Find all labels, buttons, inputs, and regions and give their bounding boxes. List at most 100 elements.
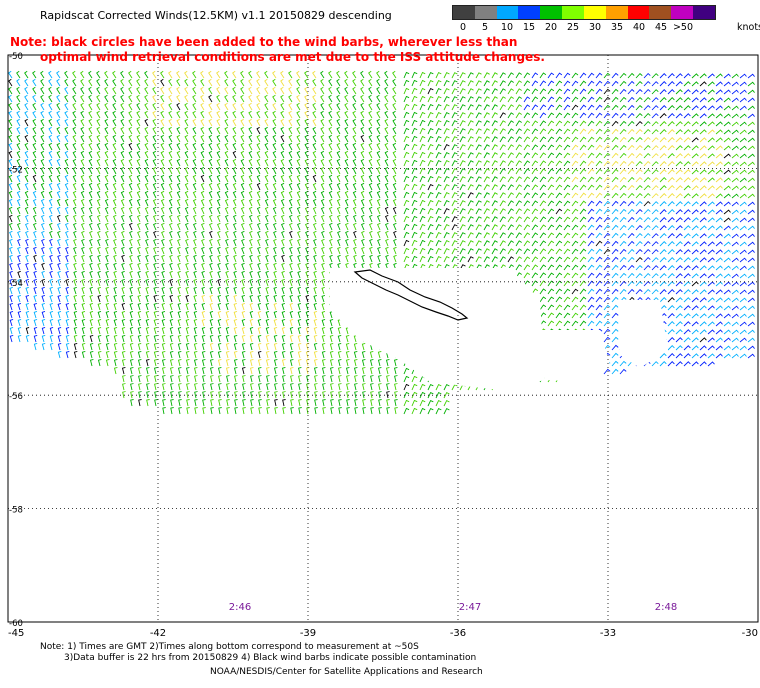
wind-barb [715, 137, 723, 143]
wind-barb [49, 262, 53, 271]
wind-barb [56, 102, 61, 111]
wind-barb [483, 208, 490, 215]
wind-barb [523, 256, 531, 263]
wind-barb [312, 86, 317, 95]
wind-barb [523, 120, 531, 127]
wind-barb [152, 158, 157, 167]
wind-barb [747, 265, 755, 271]
wind-barb [459, 168, 466, 175]
wind-barb [571, 200, 579, 207]
wind-barb [177, 230, 181, 239]
wind-barb [427, 104, 434, 111]
wind-barb [336, 126, 341, 135]
wind-barb [113, 342, 118, 351]
wind-barb [385, 214, 389, 223]
wind-barb [531, 192, 539, 199]
wind-barb [208, 190, 213, 199]
wind-barb [224, 206, 229, 215]
wind-barb [152, 126, 157, 135]
wind-barb [146, 383, 150, 391]
wind-barb [144, 182, 149, 191]
wind-barb [619, 368, 627, 375]
wind-barb [33, 342, 38, 351]
wind-barb [378, 383, 382, 391]
wind-barb [64, 166, 69, 175]
wind-barb [313, 230, 317, 239]
wind-barb [707, 329, 715, 335]
wind-barb [739, 97, 747, 103]
wind-barb [345, 366, 350, 375]
legend-label: 45 [654, 22, 668, 33]
wind-barb [40, 134, 45, 143]
wind-barb [129, 302, 134, 311]
wind-barb [715, 161, 723, 167]
wind-barb [667, 129, 675, 135]
wind-barb [249, 342, 254, 351]
wind-barb [531, 248, 539, 255]
wind-barb [747, 257, 755, 263]
wind-barb [208, 182, 213, 191]
wind-barb [691, 105, 699, 111]
wind-barb [240, 206, 245, 215]
wind-barb [571, 296, 579, 303]
wind-barb [160, 118, 165, 127]
wind-barb [547, 200, 555, 207]
wind-barb [81, 238, 85, 247]
wind-barb [96, 78, 101, 87]
wind-barb [320, 174, 325, 183]
wind-barb [322, 391, 326, 399]
wind-barb [459, 80, 466, 87]
wind-barb [603, 104, 611, 111]
wind-barb [563, 200, 571, 207]
wind-barb [451, 184, 458, 191]
wind-barb [683, 177, 691, 183]
wind-barb [659, 297, 667, 303]
wind-barb [266, 375, 270, 383]
wind-barb [547, 312, 555, 319]
wind-barb [403, 231, 410, 239]
wind-barb [715, 353, 723, 359]
wind-barb [8, 158, 13, 167]
wind-barb [587, 224, 595, 231]
wind-barb [49, 270, 53, 279]
wind-barb [40, 126, 45, 135]
wind-barb [273, 254, 277, 263]
wind-barb [683, 193, 691, 199]
wind-barb [266, 383, 270, 391]
wind-barb [192, 158, 197, 167]
wind-barb [659, 113, 667, 119]
wind-barb [344, 166, 349, 175]
wind-barb [539, 72, 547, 79]
wind-barb [297, 238, 301, 247]
wind-barb [715, 265, 723, 271]
wind-barb [209, 222, 213, 231]
wind-barb [699, 89, 707, 95]
wind-barb [627, 104, 635, 111]
wind-barb [739, 145, 747, 151]
wind-barb [89, 326, 94, 335]
wind-barb [739, 329, 747, 335]
wind-barb [280, 206, 285, 215]
wind-barb [435, 95, 442, 103]
wind-barb [136, 190, 141, 199]
wind-barb [304, 134, 309, 143]
wind-barb [192, 190, 197, 199]
wind-barb [539, 96, 547, 103]
wind-barb [33, 254, 37, 263]
wind-barb [280, 198, 285, 207]
wind-barb [304, 102, 309, 111]
wind-barb [209, 214, 213, 223]
wind-barb [547, 160, 555, 167]
wind-barb [384, 206, 389, 215]
wind-barb [281, 326, 286, 335]
wind-barb [523, 88, 531, 95]
wind-barb [403, 127, 410, 135]
wind-barb [579, 288, 587, 295]
wind-barb [547, 256, 555, 263]
wind-barb [547, 224, 555, 231]
wind-barb [344, 110, 349, 119]
wind-barb [619, 264, 627, 271]
wind-barb [385, 366, 390, 375]
wind-barb [595, 176, 603, 183]
wind-barb [88, 118, 93, 127]
